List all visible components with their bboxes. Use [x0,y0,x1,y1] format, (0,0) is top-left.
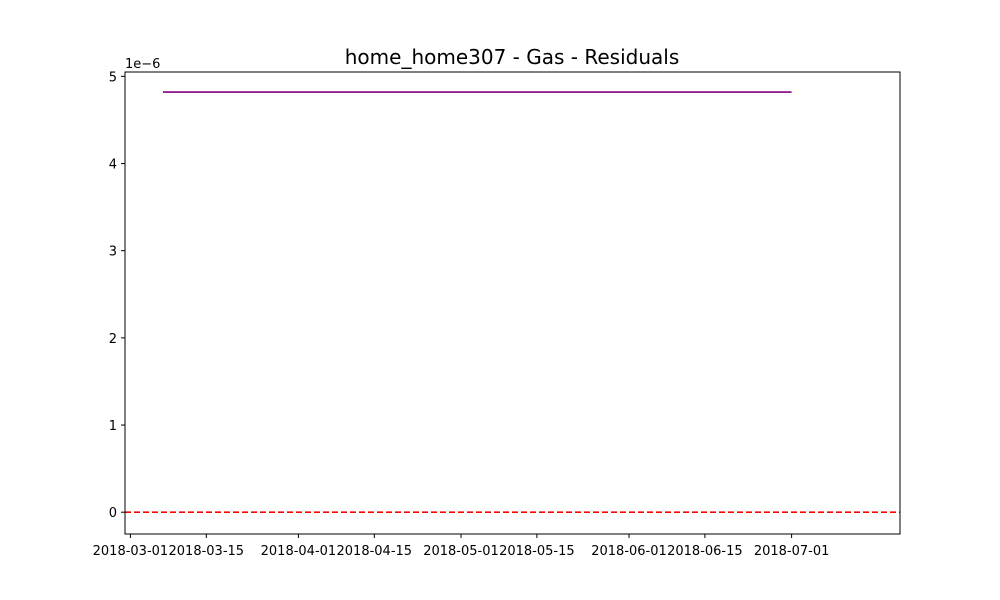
chart-title: home_home307 - Gas - Residuals [345,45,680,69]
x-tick-label: 2018-07-01 [754,544,830,559]
x-tick-label: 2018-04-01 [261,544,337,559]
x-tick-label: 2018-06-01 [591,544,667,559]
x-tick-label: 2018-04-15 [337,544,413,559]
y-tick-label: 0 [109,506,117,521]
y-tick-label: 3 [109,245,117,260]
axes-frame [124,71,901,535]
x-tick-label: 2018-03-15 [169,544,245,559]
y-tick-label: 1 [109,419,117,434]
y-tick-label: 2 [109,332,117,347]
x-tick-label: 2018-05-01 [423,544,499,559]
x-tick-label: 2018-05-15 [499,544,575,559]
y-axis-offset-label: 1e−6 [125,57,160,72]
y-tick-label: 4 [109,158,117,173]
y-tick-label: 5 [109,70,117,85]
x-tick-label: 2018-06-15 [667,544,743,559]
x-tick-label: 2018-03-01 [93,544,169,559]
